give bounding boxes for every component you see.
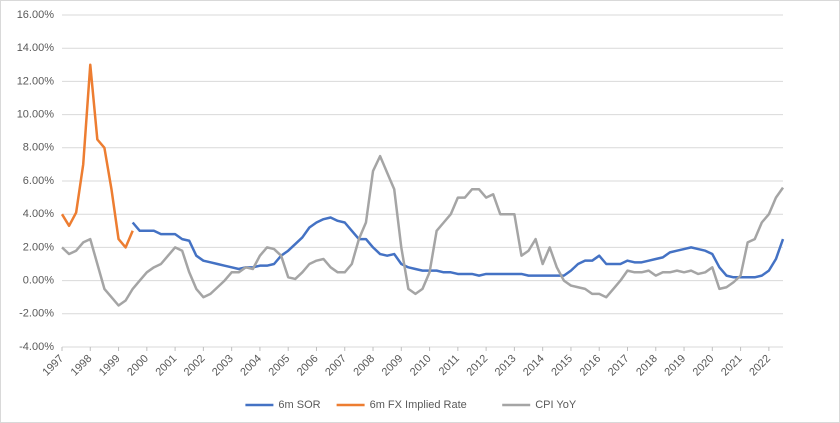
y-tick-label: 6.00% <box>23 175 54 187</box>
y-tick-label: 14.00% <box>17 42 55 54</box>
series-line <box>131 216 785 279</box>
y-tick-label: -4.00% <box>19 341 54 353</box>
y-tick-label: -2.00% <box>19 308 54 320</box>
y-tick-label: 8.00% <box>23 142 54 154</box>
y-tick-label: 12.00% <box>17 75 55 87</box>
y-tick-label: 4.00% <box>23 208 54 220</box>
y-tick-label: 10.00% <box>17 109 55 121</box>
series-line <box>61 154 785 307</box>
legend-label: 6m SOR <box>278 399 320 411</box>
series-line <box>60 63 134 249</box>
y-tick-label: 2.00% <box>23 241 54 253</box>
y-tick-label: 16.00% <box>17 9 55 21</box>
legend-label: CPI YoY <box>535 399 577 411</box>
y-tick-label: 0.00% <box>23 275 54 287</box>
legend-label: 6m FX Implied Rate <box>370 399 467 411</box>
